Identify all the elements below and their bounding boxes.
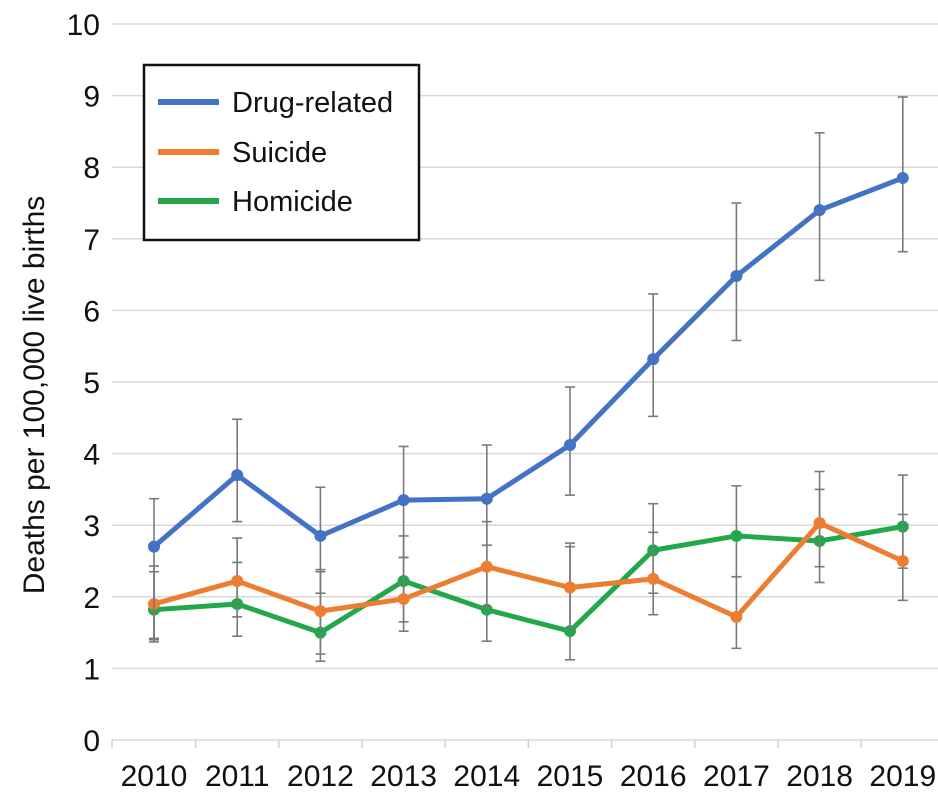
y-tick-label: 7 (83, 224, 100, 257)
data-point (730, 270, 743, 283)
data-point (480, 492, 493, 505)
data-point (564, 625, 576, 638)
data-point (647, 353, 660, 366)
x-tick-label: 2014 (453, 760, 520, 791)
series-layer (148, 96, 909, 663)
data-point (480, 603, 493, 616)
data-point (314, 529, 327, 542)
series-homicide (148, 474, 909, 663)
y-tick-label: 5 (83, 367, 100, 400)
x-tick-label: 2013 (370, 760, 437, 791)
x-tick-label: 2019 (869, 760, 936, 791)
series-drug-related (148, 96, 909, 641)
y-tick-label: 2 (83, 582, 100, 615)
legend-items: Drug-related Suicide Homicide (158, 87, 393, 218)
y-tick-label: 1 (83, 653, 100, 686)
data-point (813, 204, 826, 217)
y-tick-label: 9 (83, 81, 100, 114)
x-tick-label: 2016 (620, 760, 687, 791)
y-tick-label: 3 (83, 510, 100, 543)
y-tick-label: 8 (83, 152, 100, 185)
y-axis-ticks: 0 1 2 3 4 5 6 7 8 9 10 (67, 9, 100, 758)
gridlines (112, 23, 938, 741)
data-point (564, 581, 576, 594)
data-point (564, 439, 576, 452)
series-line-drug-related (151, 175, 906, 550)
x-tick-label: 2010 (121, 760, 188, 791)
data-point (647, 572, 660, 585)
data-point (231, 469, 244, 482)
data-point (730, 610, 743, 623)
data-point (397, 494, 410, 507)
y-tick-label: 6 (83, 295, 100, 328)
data-point (397, 592, 410, 605)
y-tick-label: 4 (83, 439, 100, 472)
x-tick-label: 2012 (287, 760, 354, 791)
y-tick-label: 0 (83, 725, 100, 758)
data-point (148, 540, 160, 553)
legend-label-suicide: Suicide (232, 137, 327, 169)
y-tick-label: 10 (67, 9, 100, 42)
data-point (730, 529, 743, 542)
legend: Drug-related Suicide Homicide (142, 63, 421, 242)
series-line-homicide (151, 524, 906, 636)
data-point (231, 575, 244, 588)
legend-label-homicide: Homicide (232, 186, 353, 218)
data-point (480, 560, 493, 573)
x-tick-label: 2018 (786, 760, 853, 791)
x-tick-label: 2011 (205, 760, 270, 791)
x-tick-label: 2017 (703, 760, 770, 791)
series-suicide (148, 470, 909, 655)
series-line-suicide (151, 520, 906, 620)
data-point (314, 605, 327, 618)
x-axis-ticks: 2010 2011 2012 2013 2014 2015 2016 2017 2018 2019 (111, 740, 936, 793)
data-point (896, 171, 909, 184)
data-point (896, 555, 909, 567)
legend-label-drug-related: Drug-related (232, 87, 393, 119)
data-point (813, 517, 826, 530)
x-tick-label: 2015 (537, 760, 604, 791)
y-axis-label: Deaths per 100,000 live births (18, 196, 51, 595)
